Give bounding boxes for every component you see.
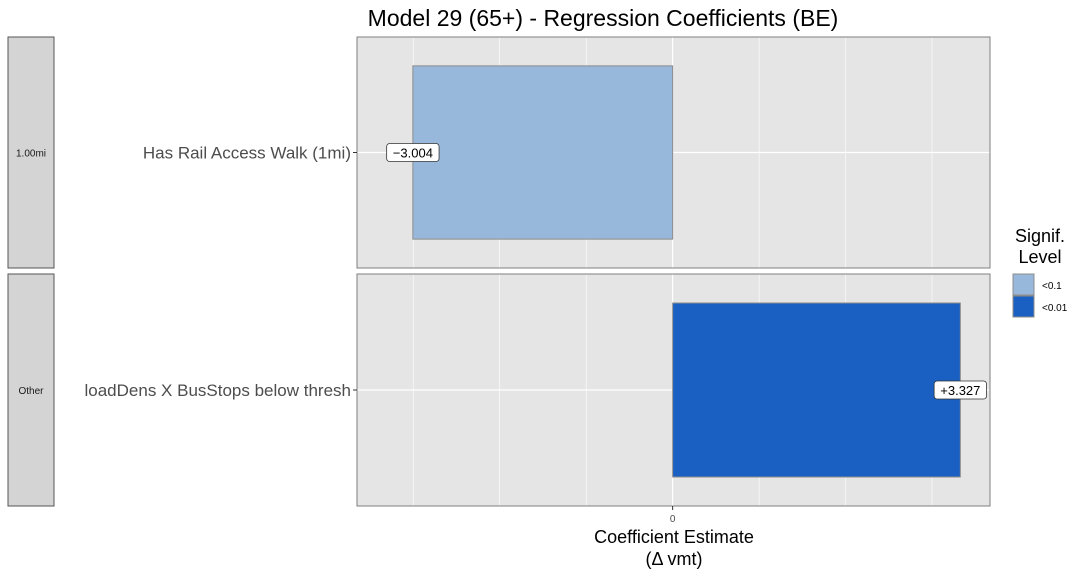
bar — [672, 302, 961, 478]
legend-label: <0.1 — [1042, 281, 1062, 292]
legend-title: Level — [1018, 247, 1061, 267]
value-label: −3.004 — [386, 143, 440, 162]
legend-swatch — [1012, 295, 1035, 318]
x-axis: 0 Coefficient Estimate(Δ vmt) — [594, 506, 754, 569]
legend-label: <0.01 — [1042, 303, 1068, 314]
value-label-text: −3.004 — [393, 146, 433, 161]
legend-swatch — [1012, 273, 1035, 296]
bar — [412, 65, 674, 240]
category-label: Has Rail Access Walk (1mi) — [143, 144, 351, 163]
x-tick-label: 0 — [670, 514, 676, 525]
x-axis-label: Coefficient Estimate — [594, 527, 754, 547]
value-label-box — [386, 143, 440, 162]
facet-strip — [7, 273, 55, 507]
facet-strip-label: Other — [18, 386, 44, 397]
facet-panels: 1.00mi −3.004 Has Rail Access Walk (1mi) Ot… — [7, 36, 991, 507]
facet-strip — [7, 36, 55, 269]
value-label-text: +3.327 — [940, 383, 980, 398]
value-label-box — [933, 380, 987, 400]
facet-panel: 1.00mi −3.004 Has Rail Access Walk (1mi) — [7, 36, 991, 269]
legend: Signif.Level <0.1 <0.01 — [1012, 226, 1068, 318]
category-label: loadDens X BusStops below thresh — [85, 381, 352, 400]
facet-strip-label: 1.00mi — [16, 149, 46, 160]
value-label: +3.327 — [933, 380, 987, 400]
legend-title: Signif. — [1015, 226, 1065, 246]
facet-panel: Other +3.327 loadDens X BusStops below thr… — [7, 273, 991, 507]
chart-title: Model 29 (65+) - Regression Coefficients… — [368, 5, 839, 31]
x-axis-label: (Δ vmt) — [645, 549, 702, 569]
